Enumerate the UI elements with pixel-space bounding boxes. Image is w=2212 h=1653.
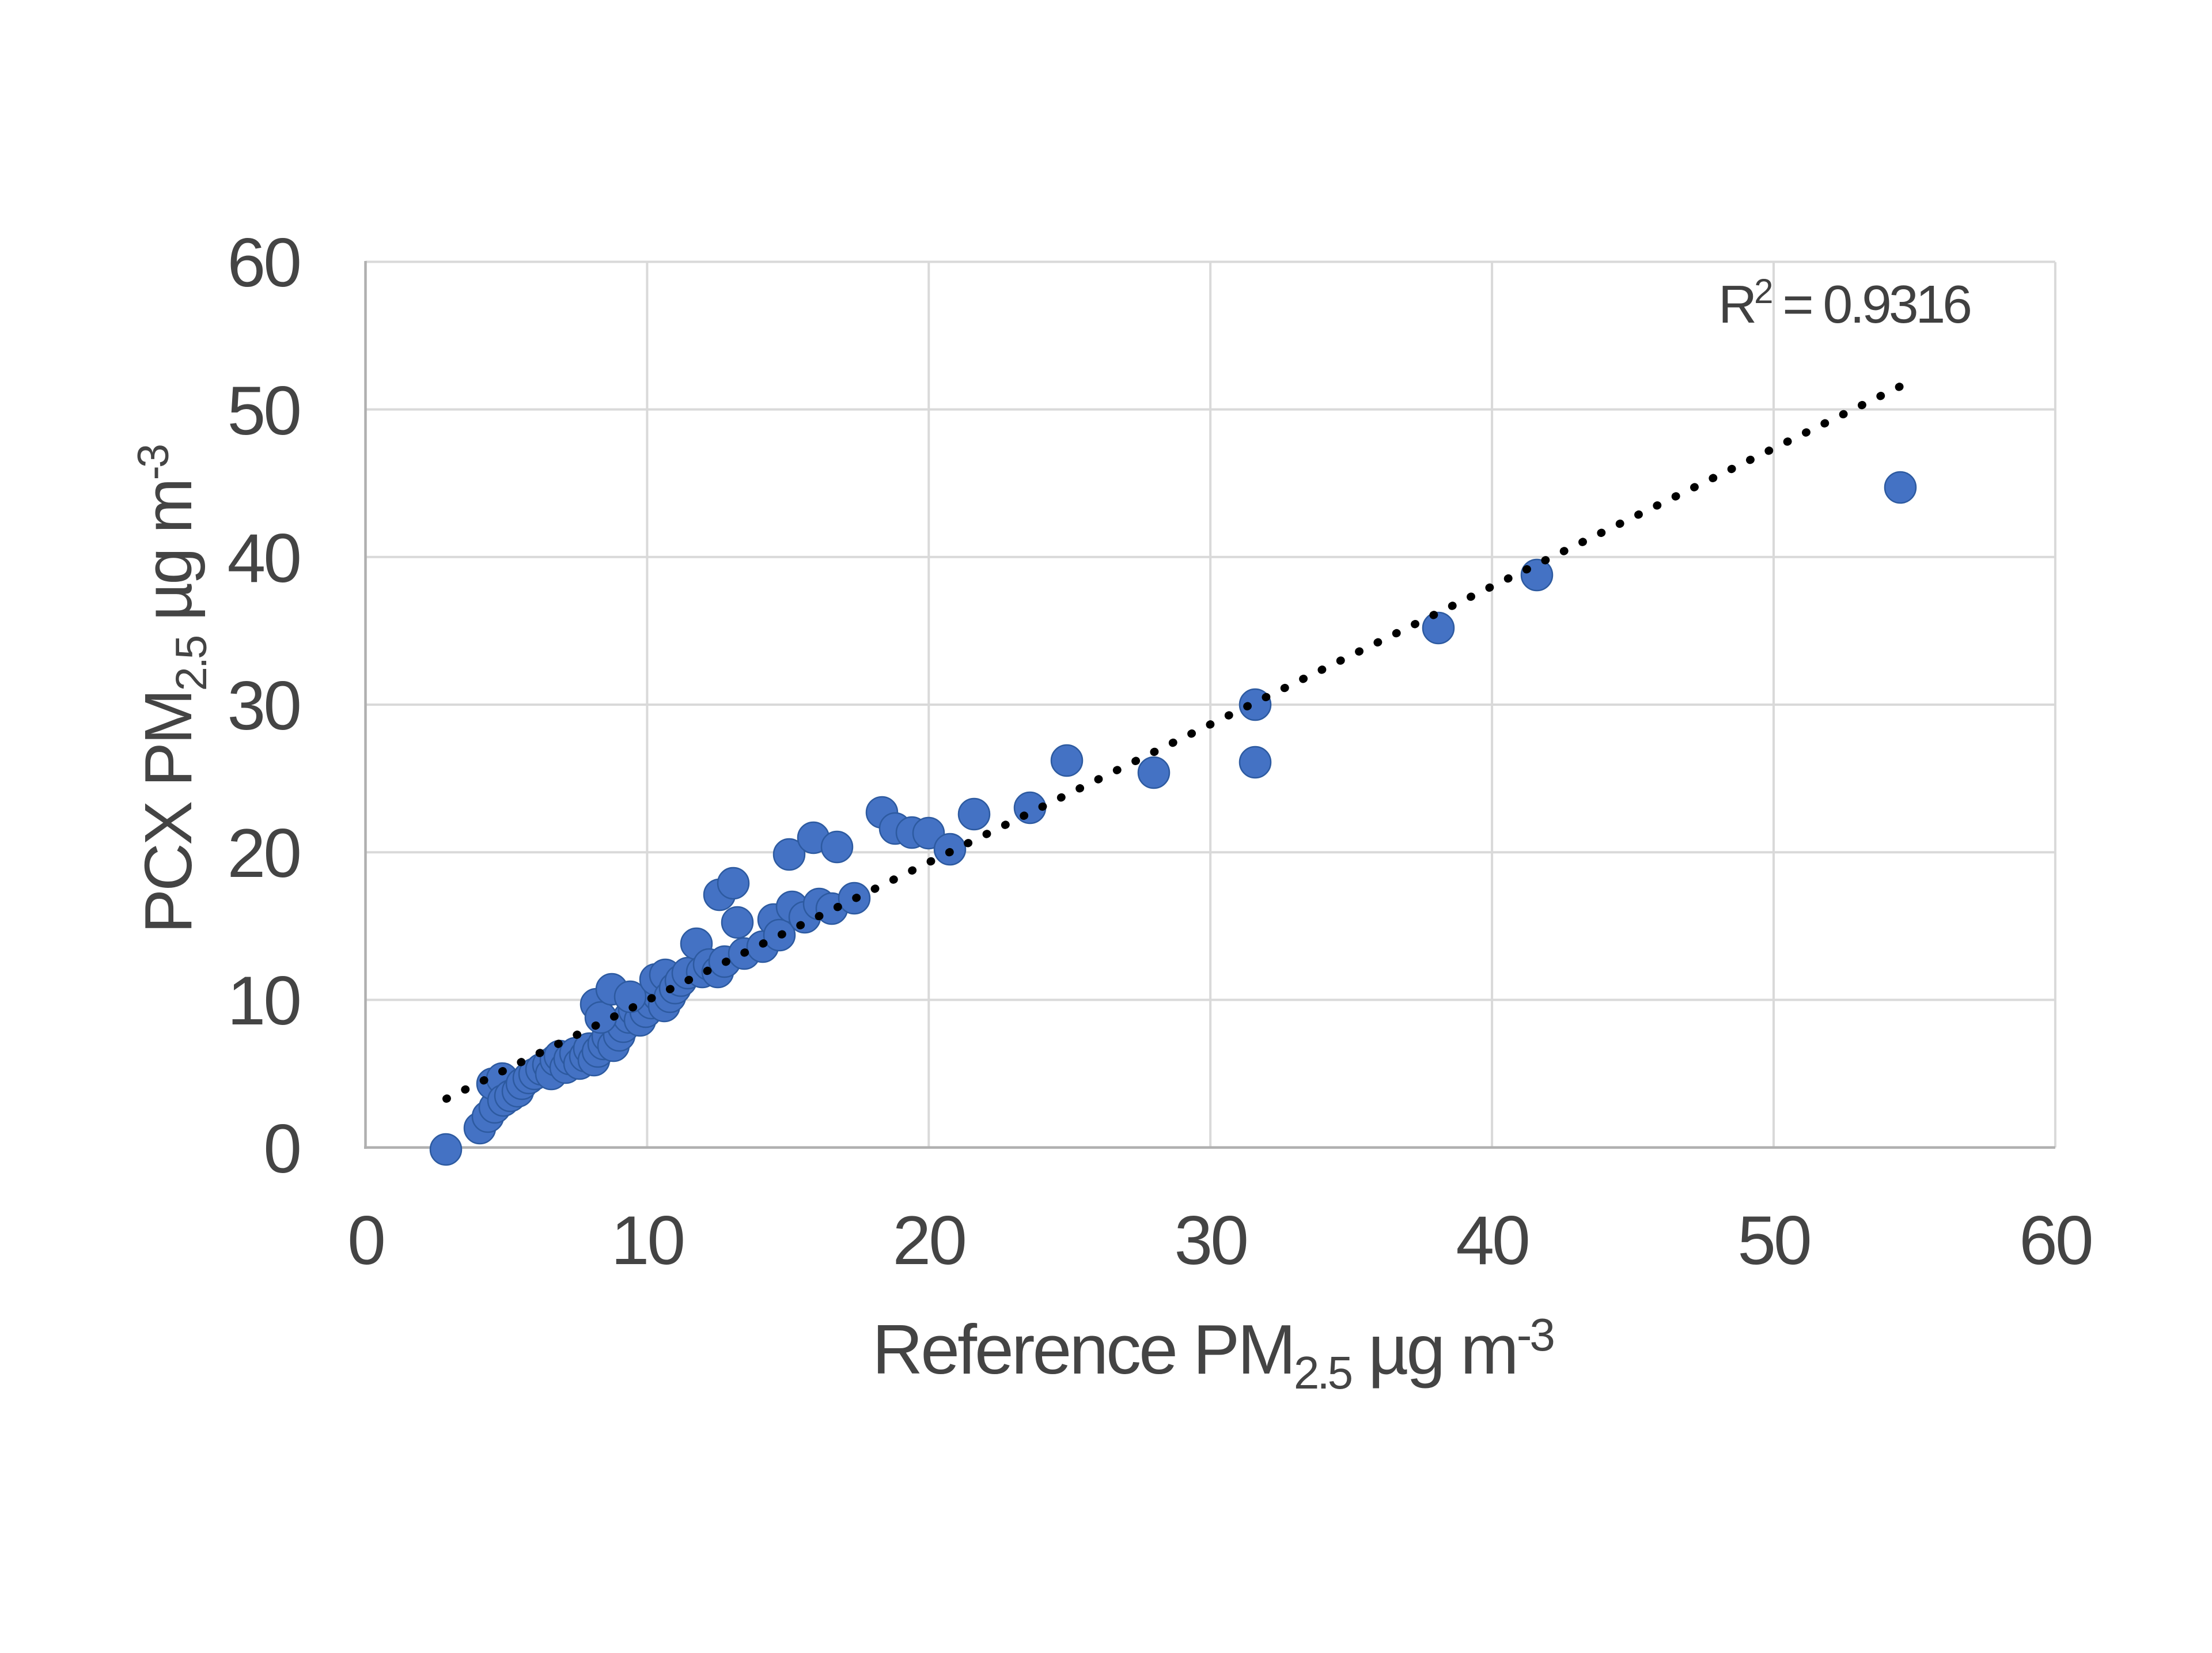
svg-text:60: 60: [228, 224, 300, 301]
svg-text:30: 30: [1174, 1202, 1247, 1279]
svg-text:60: 60: [2019, 1202, 2092, 1279]
svg-text:40: 40: [1456, 1202, 1528, 1279]
svg-text:40: 40: [228, 520, 300, 597]
svg-text:Reference PM2.5 µg m-3: Reference PM2.5 µg m-3: [872, 1309, 1553, 1398]
svg-text:10: 10: [228, 962, 300, 1039]
svg-text:0: 0: [347, 1202, 384, 1279]
svg-text:30: 30: [228, 667, 300, 744]
svg-text:20: 20: [893, 1202, 965, 1279]
svg-text:50: 50: [1737, 1202, 1810, 1279]
svg-text:50: 50: [228, 372, 300, 449]
svg-text:10: 10: [611, 1202, 684, 1279]
svg-text:0: 0: [263, 1110, 300, 1187]
svg-text:20: 20: [228, 815, 300, 892]
